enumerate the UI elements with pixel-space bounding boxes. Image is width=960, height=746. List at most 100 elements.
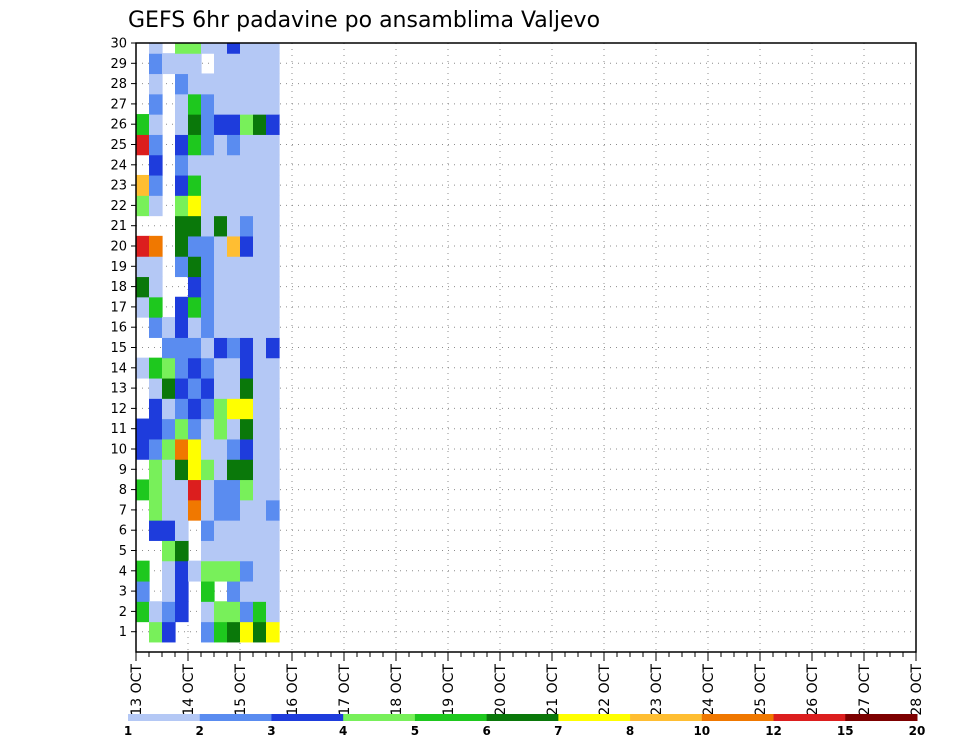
heatmap-cell — [253, 499, 267, 521]
heatmap-cell — [227, 256, 241, 278]
heatmap-cell — [227, 337, 241, 359]
heatmap-cell — [149, 93, 163, 115]
heatmap-cell — [175, 174, 189, 196]
heatmap-cell — [227, 235, 241, 257]
heatmap-cell — [266, 114, 280, 135]
heatmap-cell — [227, 540, 241, 562]
heatmap-cell — [214, 235, 228, 257]
heatmap-cell — [149, 296, 163, 318]
heatmap-cell — [266, 398, 280, 420]
heatmap-cell — [266, 601, 280, 623]
x-tick-label: 27 OCT — [857, 664, 873, 716]
heatmap-cell — [253, 256, 267, 278]
heatmap-cell — [214, 215, 228, 237]
colorbar-label: 20 — [909, 724, 926, 738]
heatmap-cell — [240, 580, 254, 602]
heatmap-cell — [214, 114, 228, 135]
y-tick-label: 24 — [110, 158, 127, 173]
heatmap-cell — [227, 276, 241, 298]
heatmap-cell — [162, 621, 176, 643]
y-tick-label: 15 — [110, 341, 127, 356]
heatmap-cell — [149, 317, 163, 338]
heatmap-cell — [188, 398, 202, 420]
heatmap-cell — [136, 256, 150, 278]
heatmap-cell — [188, 195, 202, 217]
x-tick-label: 24 OCT — [701, 664, 717, 716]
heatmap-cell — [253, 134, 267, 156]
heatmap-cell — [162, 560, 176, 582]
colorbar-swatch — [486, 714, 559, 721]
heatmap-cell — [253, 93, 267, 115]
heatmap-cell — [188, 317, 202, 338]
heatmap-cell — [136, 357, 150, 379]
heatmap-cell — [201, 317, 215, 338]
heatmap-cell — [240, 398, 254, 420]
heatmap-cell — [240, 601, 254, 623]
y-tick-label: 5 — [119, 544, 127, 559]
heatmap-cell — [266, 520, 280, 541]
heatmap-cell — [188, 459, 202, 481]
heatmap-cell — [240, 520, 254, 541]
colorbar-swatch — [630, 714, 703, 721]
heatmap-cell — [240, 499, 254, 521]
heatmap-cell — [266, 357, 280, 379]
y-tick-label: 3 — [119, 585, 127, 600]
y-tick-label: 21 — [110, 219, 127, 234]
colorbar-swatch — [199, 714, 272, 721]
x-tick-label: 14 OCT — [181, 664, 197, 716]
y-tick-label: 17 — [110, 300, 127, 315]
heatmap-cell — [201, 134, 215, 156]
heatmap-cell — [201, 560, 215, 582]
heatmap-cell — [149, 398, 163, 420]
heatmap-cell — [149, 459, 163, 481]
heatmap-cell — [214, 93, 228, 115]
y-tick-label: 14 — [110, 361, 127, 376]
heatmap-cell — [253, 174, 267, 196]
heatmap-cell — [266, 256, 280, 278]
y-tick-label: 8 — [119, 483, 127, 498]
heatmap-cell — [188, 73, 202, 95]
x-tick-label: 16 OCT — [285, 664, 301, 716]
heatmap-cell — [136, 174, 150, 196]
x-tick-label: 25 OCT — [753, 664, 769, 716]
heatmap-cell — [253, 621, 267, 643]
heatmap-cell — [175, 438, 189, 460]
heatmap-cell — [201, 580, 215, 602]
heatmap-cell — [201, 43, 215, 54]
heatmap-cell — [201, 459, 215, 481]
heatmap-cell — [240, 540, 254, 562]
heatmap-cell — [227, 215, 241, 237]
heatmap-cell — [214, 195, 228, 217]
heatmap-cell — [266, 93, 280, 115]
heatmap-cell — [175, 317, 189, 338]
heatmap-cell — [175, 93, 189, 115]
heatmap-cell — [240, 337, 254, 359]
heatmap-cell — [188, 499, 202, 521]
heatmap-cell — [188, 174, 202, 196]
heatmap-cell — [201, 93, 215, 115]
heatmap-cell — [188, 377, 202, 399]
heatmap-cell — [136, 438, 150, 460]
heatmap-cell — [188, 479, 202, 501]
heatmap-cell — [201, 377, 215, 399]
heatmap-cell — [227, 479, 241, 501]
y-tick-label: 11 — [110, 422, 127, 437]
y-tick-label: 27 — [110, 97, 127, 112]
heatmap-cell — [175, 398, 189, 420]
y-axis: 1234567891011121314151617181920212223242… — [110, 37, 136, 640]
colorbar-label: 10 — [693, 724, 710, 738]
heatmap-cell — [201, 601, 215, 623]
x-tick-label: 20 OCT — [493, 664, 509, 716]
heatmap-cell — [253, 53, 267, 75]
heatmap-cell — [188, 43, 202, 54]
heatmap-cell — [214, 479, 228, 501]
heatmap-cell — [188, 93, 202, 115]
y-tick-label: 2 — [119, 605, 127, 620]
heatmap-cell — [214, 438, 228, 460]
heatmap-cell — [201, 520, 215, 541]
heatmap-cell — [253, 337, 267, 359]
heatmap-cell — [214, 459, 228, 481]
heatmap-cell — [240, 53, 254, 75]
heatmap-cell — [175, 459, 189, 481]
heatmap-cell — [240, 438, 254, 460]
